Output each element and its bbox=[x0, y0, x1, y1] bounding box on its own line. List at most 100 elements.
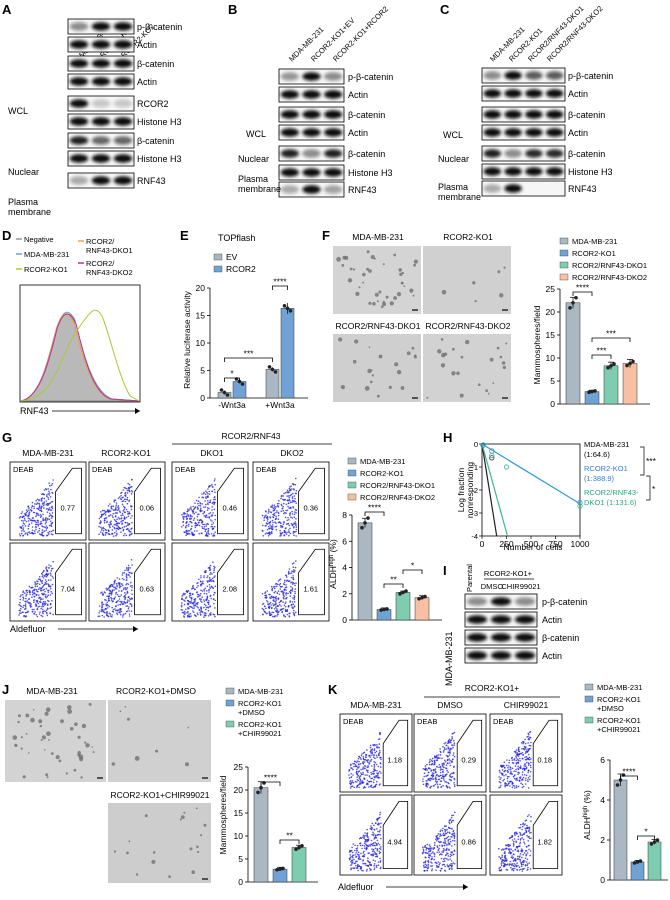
k-flow-dot bbox=[530, 815, 532, 818]
g-flow-dot bbox=[203, 515, 206, 517]
k-flow-dot bbox=[350, 764, 352, 767]
g-flow-dot bbox=[291, 587, 294, 589]
g-flow-dot bbox=[45, 508, 48, 510]
k-flow-dot bbox=[422, 849, 425, 852]
k-flow-dot bbox=[446, 828, 448, 831]
f-point bbox=[587, 390, 591, 395]
k-flow-dot bbox=[434, 770, 437, 773]
k-flow-dot bbox=[499, 786, 502, 788]
k-flow-dot bbox=[514, 750, 517, 753]
g-flow-dot bbox=[274, 518, 277, 520]
e-point bbox=[270, 367, 275, 372]
k-flow-dot bbox=[377, 746, 379, 748]
b-band bbox=[302, 72, 321, 81]
k-flow-dot bbox=[498, 776, 500, 778]
g-flow-dot bbox=[270, 531, 273, 533]
g-flow-dot bbox=[200, 583, 203, 585]
i-lane-2: DMSO bbox=[481, 582, 504, 591]
g-flow-dot bbox=[36, 615, 39, 618]
g-flow-dot bbox=[19, 515, 22, 518]
g-flow-dot bbox=[280, 524, 282, 527]
a-band bbox=[69, 117, 89, 126]
k-flow-dot bbox=[431, 760, 434, 763]
g-flow-dot bbox=[282, 523, 285, 526]
k-flow-dot bbox=[526, 863, 529, 865]
g-flow-dot bbox=[278, 593, 281, 596]
g-flow-dot bbox=[201, 510, 203, 512]
g-flow-dot bbox=[125, 610, 128, 613]
g-flow-dot bbox=[23, 515, 25, 518]
g-flow-dot bbox=[39, 578, 41, 580]
g-flow-dot bbox=[281, 507, 284, 510]
k-flow-dot bbox=[370, 864, 373, 866]
k-flow-dot bbox=[431, 847, 433, 849]
g-flow-dot bbox=[197, 613, 199, 616]
f-sphere bbox=[389, 301, 394, 306]
g-flow-dot bbox=[27, 517, 30, 519]
g-flow-dot bbox=[41, 582, 43, 584]
g-flow-dot bbox=[117, 609, 120, 611]
g-flow-dot bbox=[37, 513, 39, 515]
k-flow-dot bbox=[452, 830, 455, 833]
g-flow-dot bbox=[290, 576, 293, 579]
g-flow-dot bbox=[130, 528, 132, 530]
f-legend: MDA-MB-231 RCOR2-KO1 RCOR2/RNF43-DKO1 RC… bbox=[559, 237, 647, 282]
k-flow-dot bbox=[527, 836, 530, 838]
g-flow-dot bbox=[98, 612, 100, 614]
k-flow-dot bbox=[498, 781, 501, 783]
f-sphere bbox=[492, 382, 495, 385]
g-flow-dot bbox=[187, 589, 190, 592]
g-flow-dot bbox=[107, 600, 110, 602]
g-flow-dot bbox=[121, 520, 123, 522]
k-flow-dot bbox=[350, 850, 352, 852]
g-flow-dot bbox=[295, 528, 298, 531]
g-flow-dot bbox=[202, 580, 204, 583]
g-flow-dot bbox=[126, 487, 128, 490]
g-flow-dot bbox=[43, 569, 45, 572]
k-legend-5: +CHIR99021 bbox=[597, 725, 641, 734]
k-flow-dot bbox=[429, 845, 431, 848]
j-sphere bbox=[48, 739, 50, 741]
f-sphere bbox=[409, 288, 414, 293]
k-flow-dot bbox=[524, 779, 527, 781]
k-flow-dot bbox=[515, 785, 518, 787]
g-flow-dot bbox=[50, 570, 52, 572]
g-flow-dot bbox=[18, 533, 21, 535]
g-flow-dot bbox=[272, 521, 274, 524]
g-flow-dot bbox=[293, 500, 295, 503]
g-flow-dot bbox=[36, 608, 38, 611]
k-flow-dot bbox=[437, 757, 440, 759]
k-flow-dot bbox=[528, 738, 530, 741]
k-flow-dot bbox=[445, 748, 448, 750]
e-sig-bracket bbox=[272, 285, 288, 290]
k-flow-dot bbox=[523, 852, 526, 854]
g-flow-dot bbox=[212, 512, 214, 514]
g-flow-dot bbox=[35, 500, 37, 502]
g-flow-dot bbox=[201, 503, 204, 505]
g-flow-dot bbox=[288, 529, 290, 531]
g-flow-dot bbox=[290, 603, 293, 606]
k-flow-dot bbox=[376, 818, 379, 820]
k-flow-dot bbox=[437, 840, 440, 843]
k-flow-dot bbox=[361, 753, 363, 755]
k-flow-dot bbox=[424, 863, 427, 865]
g-flow-dot bbox=[214, 599, 216, 602]
g-flow-dot bbox=[283, 521, 285, 524]
f-sphere bbox=[403, 285, 406, 287]
g-flow-dot bbox=[202, 496, 205, 499]
g-flow-dot bbox=[281, 608, 284, 610]
k-flow-dot bbox=[526, 748, 528, 750]
g-flow-dot bbox=[103, 517, 106, 520]
g-flow-dot bbox=[107, 529, 110, 532]
g-flow-dot bbox=[279, 533, 282, 535]
f-sphere bbox=[426, 396, 429, 399]
g-flow-gate bbox=[134, 548, 161, 616]
k-flow-dot bbox=[528, 830, 530, 832]
k-flow-dot bbox=[512, 850, 514, 852]
g-flow-dot bbox=[275, 522, 277, 524]
k-flow-dot bbox=[371, 748, 374, 750]
g-flow-dot bbox=[205, 493, 207, 496]
g-flow-dot bbox=[205, 598, 208, 600]
g-header: RCOR2/RNF43 bbox=[221, 431, 280, 441]
g-flow-dot bbox=[111, 616, 113, 618]
